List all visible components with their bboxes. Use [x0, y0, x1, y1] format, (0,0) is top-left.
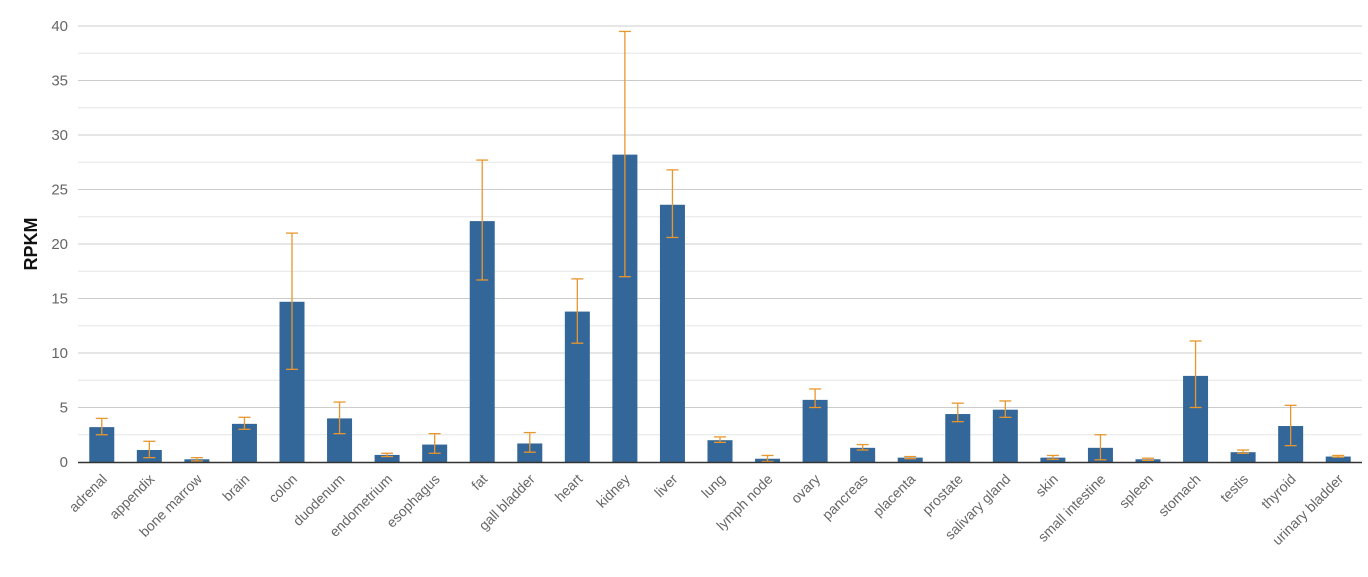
- x-tick-label: stomach: [1155, 471, 1204, 520]
- error-bar: [951, 402, 964, 423]
- error-bar: [856, 443, 869, 451]
- bar: [374, 454, 400, 462]
- error-bar: [618, 30, 631, 278]
- y-tick-label: 20: [51, 236, 68, 253]
- error-bar: [238, 416, 251, 430]
- x-tick-label: colon: [265, 471, 300, 506]
- bar: [707, 440, 733, 462]
- error-bar: [999, 400, 1012, 418]
- error-bar: [1046, 454, 1059, 460]
- error-bar: [761, 454, 774, 463]
- x-tick-label: thyroid: [1258, 471, 1299, 512]
- error-bar: [190, 456, 203, 462]
- x-tick-label: prostate: [919, 471, 966, 518]
- error-bar: [333, 401, 346, 435]
- error-bar: [286, 232, 298, 371]
- x-tick-label: adrenal: [66, 471, 110, 515]
- error-bar: [143, 440, 156, 459]
- error-bar: [1189, 340, 1202, 409]
- x-tick-label: heart: [552, 471, 586, 505]
- error-bar: [428, 433, 441, 454]
- bar: [231, 423, 257, 462]
- x-tick-label: kidney: [593, 471, 633, 511]
- x-tick-label: fat: [468, 471, 490, 493]
- error-bar: [95, 417, 108, 436]
- x-tick-label: lung: [698, 471, 728, 501]
- error-bar: [1237, 449, 1250, 454]
- x-tick-label: liver: [651, 471, 681, 501]
- error-bars: [95, 30, 1345, 463]
- bar: [1325, 456, 1351, 462]
- error-bar: [523, 431, 536, 453]
- x-tick-label: testis: [1217, 471, 1251, 505]
- error-bar: [809, 388, 822, 409]
- bar: [1230, 452, 1256, 462]
- x-tick-label: brain: [219, 471, 252, 504]
- y-axis-label: RPKM: [21, 218, 41, 271]
- x-tick-label: skin: [1032, 471, 1061, 500]
- y-tick-label: 35: [51, 73, 68, 90]
- y-tick-label: 40: [51, 18, 68, 35]
- error-bar: [476, 159, 489, 281]
- error-bar: [571, 278, 584, 344]
- bars: [89, 154, 1351, 462]
- y-tick-label: 15: [51, 291, 68, 308]
- error-bar: [1142, 457, 1154, 462]
- y-tick-label: 10: [51, 345, 68, 362]
- grid-lines: [78, 25, 1362, 436]
- x-tick-label: pancreas: [819, 471, 871, 523]
- error-bar: [1094, 434, 1107, 461]
- bar: [850, 447, 876, 462]
- error-bar: [1284, 404, 1297, 447]
- error-bar: [666, 169, 679, 239]
- error-bar: [381, 452, 394, 458]
- error-bar: [1332, 454, 1345, 458]
- y-tick-label: 0: [60, 454, 68, 471]
- x-tick-label: spleen: [1116, 471, 1156, 511]
- bar: [992, 409, 1018, 462]
- bar: [659, 204, 685, 462]
- y-tick-label: 5: [60, 400, 68, 417]
- x-tick-label: placenta: [870, 471, 919, 520]
- error-bar: [714, 436, 726, 444]
- bar: [802, 399, 828, 462]
- bar: [897, 457, 923, 462]
- y-tick-label: 25: [51, 182, 68, 199]
- error-bar: [904, 455, 917, 460]
- y-tick-label: 30: [51, 127, 68, 144]
- x-tick-label: ovary: [788, 471, 824, 507]
- y-axis-tick-labels: 0 5 10 15 20 25 30 35 40: [51, 18, 68, 471]
